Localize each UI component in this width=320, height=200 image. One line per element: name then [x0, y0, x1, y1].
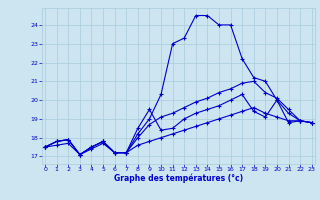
X-axis label: Graphe des températures (°c): Graphe des températures (°c) — [114, 174, 243, 183]
